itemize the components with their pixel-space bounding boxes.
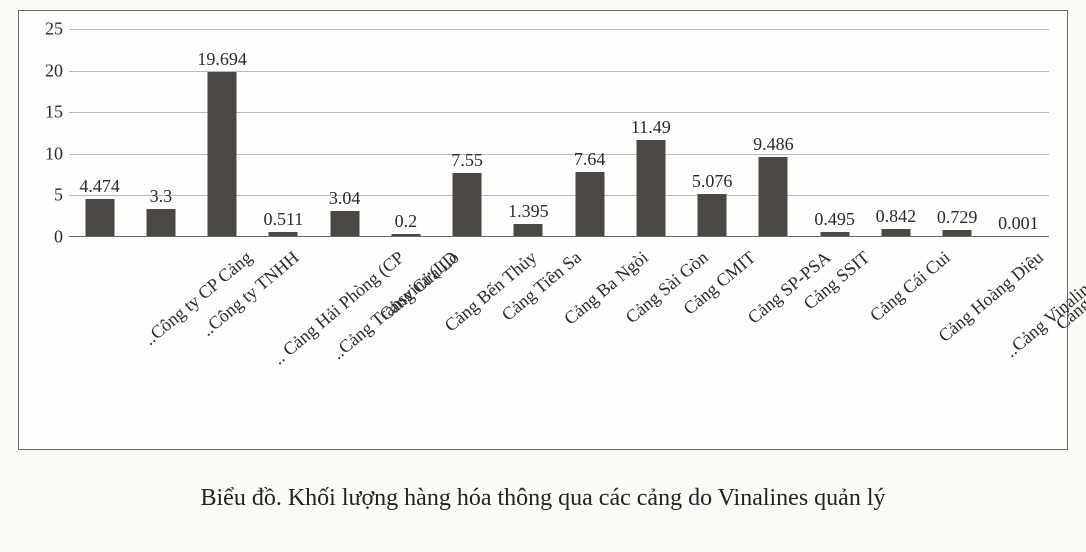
bar: 0.842 bbox=[881, 229, 910, 236]
y-tick-label: 15 bbox=[45, 102, 69, 123]
bar: 7.64 bbox=[575, 172, 604, 236]
bar-slot: 3.3 bbox=[131, 28, 191, 236]
bar: 19.694 bbox=[208, 72, 237, 236]
bar-value-label: 0.001 bbox=[998, 213, 1039, 236]
bar-slot: 7.55 bbox=[437, 28, 497, 236]
chart-caption: Biểu đồ. Khối lượng hàng hóa thông qua c… bbox=[0, 485, 1086, 512]
bar-value-label: 0.2 bbox=[395, 211, 418, 234]
bar: 7.55 bbox=[453, 173, 482, 236]
bar-value-label: 4.474 bbox=[79, 176, 120, 199]
bar-slot: 0.511 bbox=[253, 28, 313, 236]
y-tick-label: 10 bbox=[45, 143, 69, 164]
bar: 0.2 bbox=[391, 234, 420, 236]
bar-value-label: 9.486 bbox=[753, 134, 794, 157]
bar: 4.474 bbox=[85, 199, 114, 236]
y-tick-label: 0 bbox=[54, 227, 69, 248]
chart-frame: 0 5 10 15 20 25 4.474 3.3 19.694 0.511 3.04 0.2 7.55… bbox=[18, 10, 1068, 450]
bar: 1.395 bbox=[514, 224, 543, 236]
bar-value-label: 19.694 bbox=[197, 49, 247, 72]
y-tick-label: 20 bbox=[45, 60, 69, 81]
y-tick-label: 25 bbox=[45, 19, 69, 40]
bar: 5.076 bbox=[698, 194, 727, 236]
bar-slot: 1.395 bbox=[498, 28, 558, 236]
bar-value-label: 1.395 bbox=[508, 201, 549, 224]
bar: 0.495 bbox=[820, 232, 849, 236]
bar: 11.49 bbox=[636, 140, 665, 236]
bar-slot: 0.001 bbox=[988, 28, 1048, 236]
bar-value-label: 7.64 bbox=[574, 149, 606, 172]
bar: 3.04 bbox=[330, 211, 359, 236]
bar-slot: 0.842 bbox=[866, 28, 926, 236]
bar-value-label: 5.076 bbox=[692, 171, 733, 194]
bar-slot: 5.076 bbox=[682, 28, 742, 236]
bar-slot: 7.64 bbox=[560, 28, 620, 236]
bar-slot: 0.495 bbox=[805, 28, 865, 236]
bar: 0.511 bbox=[269, 232, 298, 236]
bar-value-label: 3.04 bbox=[329, 188, 361, 211]
bar-slot: 11.49 bbox=[621, 28, 681, 236]
bar-value-label: 3.3 bbox=[150, 186, 173, 209]
bar-slot: 0.729 bbox=[927, 28, 987, 236]
bar: 0.729 bbox=[943, 230, 972, 236]
bar-slot: 19.694 bbox=[192, 28, 252, 236]
bar-value-label: 0.511 bbox=[263, 209, 303, 232]
bar-value-label: 0.495 bbox=[814, 209, 855, 232]
x-tick-label: Cảng Cái Cui bbox=[866, 247, 955, 326]
bar-value-label: 7.55 bbox=[451, 150, 483, 173]
bar-slot: 0.2 bbox=[376, 28, 436, 236]
bar-slot: 9.486 bbox=[743, 28, 803, 236]
bar-value-label: 11.49 bbox=[631, 117, 671, 140]
bar: 9.486 bbox=[759, 157, 788, 236]
bar-value-label: 0.729 bbox=[937, 207, 978, 230]
bar-slot: 4.474 bbox=[70, 28, 130, 236]
plot-area: 05101520254.4743.319.6940.5113.040.27.55… bbox=[69, 29, 1049, 237]
y-tick-label: 5 bbox=[54, 185, 69, 206]
bar-slot: 3.04 bbox=[315, 28, 375, 236]
bar-value-label: 0.842 bbox=[876, 206, 917, 229]
bar: 3.3 bbox=[146, 209, 175, 236]
